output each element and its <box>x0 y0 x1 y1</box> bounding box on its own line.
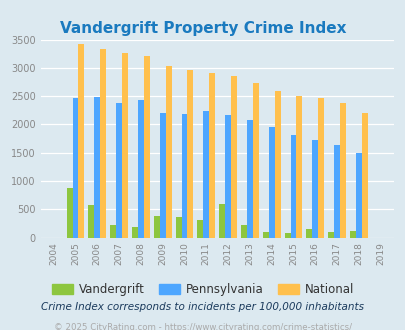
Bar <box>78 44 84 238</box>
Bar <box>274 90 280 238</box>
Bar <box>296 96 302 238</box>
Bar <box>225 115 230 238</box>
Bar <box>306 229 311 238</box>
Text: Vandergrift Property Crime Index: Vandergrift Property Crime Index <box>60 21 345 36</box>
Bar <box>110 225 116 238</box>
Bar <box>100 49 106 238</box>
Bar <box>197 220 203 238</box>
Bar <box>143 56 149 238</box>
Bar <box>203 112 209 238</box>
Bar <box>230 76 237 238</box>
Bar <box>311 140 318 238</box>
Bar <box>116 103 122 238</box>
Bar <box>268 127 274 238</box>
Bar <box>284 233 290 238</box>
Bar <box>361 113 367 238</box>
Bar <box>290 135 296 238</box>
Bar <box>66 188 72 238</box>
Bar <box>165 66 171 238</box>
Text: Crime Index corresponds to incidents per 100,000 inhabitants: Crime Index corresponds to incidents per… <box>41 302 364 312</box>
Bar <box>349 231 355 238</box>
Bar <box>318 98 323 238</box>
Bar <box>252 83 258 238</box>
Bar <box>246 120 252 238</box>
Bar <box>241 225 246 238</box>
Bar <box>159 113 165 238</box>
Bar <box>132 227 138 238</box>
Bar <box>181 114 187 238</box>
Bar <box>339 103 345 238</box>
Bar <box>88 205 94 238</box>
Bar <box>153 216 159 238</box>
Legend: Vandergrift, Pennsylvania, National: Vandergrift, Pennsylvania, National <box>47 278 358 301</box>
Bar <box>72 98 78 238</box>
Bar <box>328 232 333 238</box>
Bar <box>209 73 215 238</box>
Bar <box>122 52 128 238</box>
Bar <box>355 153 361 238</box>
Bar <box>333 145 339 238</box>
Bar <box>138 100 143 238</box>
Bar <box>187 70 193 238</box>
Bar <box>262 232 268 238</box>
Bar <box>94 97 100 238</box>
Bar <box>175 217 181 238</box>
Text: © 2025 CityRating.com - https://www.cityrating.com/crime-statistics/: © 2025 CityRating.com - https://www.city… <box>54 323 351 330</box>
Bar <box>219 204 225 238</box>
